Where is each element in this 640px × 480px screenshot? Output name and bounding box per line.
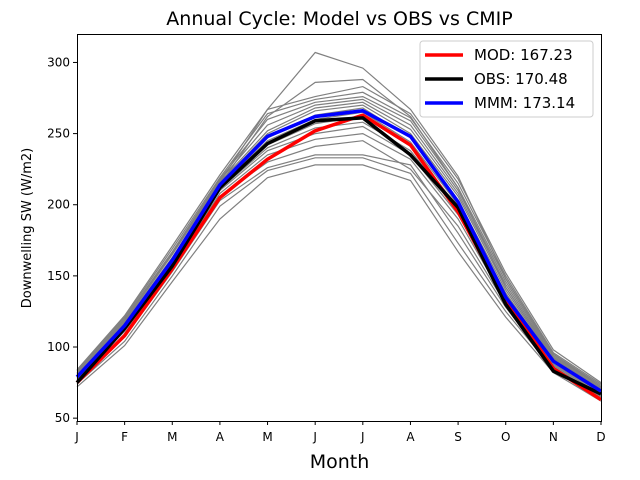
cmip-model-line-12 [76,101,602,388]
x-tick-label: A [406,430,415,444]
series-line-obs [75,116,602,396]
x-axis-label: Month [310,451,370,473]
cmip-model-line-4 [76,140,602,396]
legend-entry-label: MOD: 167.23 [474,46,573,64]
x-tick-label: M [262,430,272,444]
x-tick-label: N [549,430,558,444]
series-line-mod [75,113,602,402]
chart-title: Annual Cycle: Model vs OBS vs CMIP [166,8,512,30]
series-layer [75,109,602,402]
cmip-model-line-11 [76,104,602,389]
cmip-model-line-6 [76,125,602,394]
y-axis: 50 100 150 200 250 300 [47,55,77,425]
cmip-model-line-9 [76,111,602,391]
x-tick-label: M [167,430,177,444]
x-tick-label: A [216,430,225,444]
x-tick-label: F [121,430,128,444]
legend-entry-label: MMM: 173.14 [474,94,575,112]
x-tick-label: O [501,430,510,444]
cmip-model-line-15 [76,91,602,385]
cmip-model-line-7 [76,121,602,394]
cmip-model-line-5 [76,132,602,395]
cmip-model-line-13 [76,98,602,388]
y-tick-label: 50 [55,411,70,425]
legend-box [419,40,594,118]
x-tick-label: D [596,430,605,444]
y-tick-label: 300 [47,55,70,69]
x-tick-label: J [312,430,317,444]
y-tick-label: 150 [47,269,70,283]
y-axis-label: Downwelling SW (W/m2) [20,148,35,308]
y-tick-label: 250 [47,127,70,141]
x-tick-label: J [360,430,365,444]
series-line-mmm [75,109,602,393]
legend-entry-label: OBS: 170.48 [474,70,568,88]
y-tick-label: 100 [47,340,70,354]
cmip-model-line-2 [76,157,602,399]
x-tick-label: J [74,430,79,444]
cmip-model-line-16 [76,85,602,384]
cmip-model-line-1 [76,164,602,402]
x-tick-label: S [454,430,462,444]
cmip-model-line-10 [76,107,602,391]
cmip-model-line-14 [76,95,602,386]
plot-frame [77,34,602,422]
y-tick-label: 200 [47,198,70,212]
cmip-model-line-17 [76,78,602,389]
legend: MOD: 167.23 OBS: 170.48 MMM: 173.14 [419,40,594,118]
